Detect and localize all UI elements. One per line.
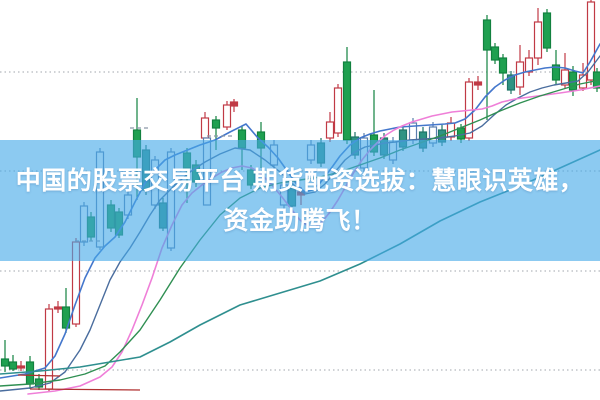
candle-green xyxy=(482,15,492,120)
candle-red-doji xyxy=(16,361,26,371)
support-line-red-a xyxy=(17,374,61,377)
candle-red xyxy=(44,304,54,392)
candle-red xyxy=(586,0,596,85)
candle-green xyxy=(498,54,508,85)
candle-green xyxy=(542,9,552,52)
candle-red xyxy=(333,84,343,137)
promo-text-band: 中国的股票交易平台 期货配资选拔：慧眼识英雄， 资金助腾飞！ xyxy=(0,140,600,261)
candle-red xyxy=(325,112,335,142)
candle-red xyxy=(560,53,570,88)
promo-text-line-2: 资金助腾飞！ xyxy=(223,206,377,235)
candle-green xyxy=(8,355,18,371)
candle-red xyxy=(515,45,525,95)
candle-red xyxy=(222,101,232,130)
candle-red-doji xyxy=(473,76,483,90)
candle-green xyxy=(490,43,500,64)
candle-red xyxy=(533,8,543,65)
support-line-red-b xyxy=(29,388,141,391)
candle-green xyxy=(61,288,71,333)
candle-red-doji xyxy=(229,99,239,112)
candle-green xyxy=(0,340,10,372)
candle-teal xyxy=(506,71,516,94)
candle-red-doji xyxy=(53,301,63,313)
candle-green xyxy=(342,47,352,144)
promo-text-line-1: 中国的股票交易平台 期货配资选拔：慧眼识英雄， xyxy=(15,166,585,195)
